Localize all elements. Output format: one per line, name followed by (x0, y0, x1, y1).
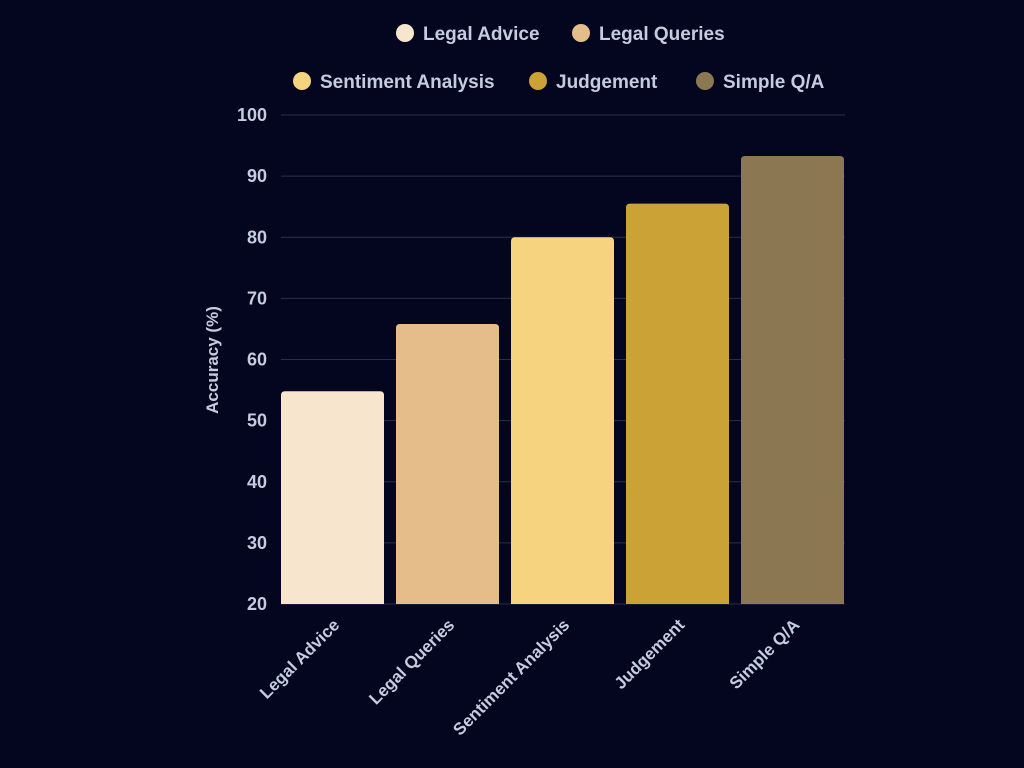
legend-label: Judgement (556, 72, 658, 93)
legend-item-legal-queries: Legal Queries (572, 24, 725, 45)
y-tick-label: 90 (247, 166, 267, 186)
y-axis: 20 30 40 50 60 70 80 90 100 (237, 105, 267, 614)
legend-item-legal-advice: Legal Advice (396, 24, 540, 45)
y-tick-label: 20 (247, 594, 267, 614)
y-tick-label: 70 (247, 288, 267, 308)
legend-item-sentiment-analysis: Sentiment Analysis (293, 72, 495, 93)
legend-swatch (572, 24, 590, 42)
legend-swatch (293, 72, 311, 90)
y-tick-label: 80 (247, 227, 267, 247)
legend-label: Legal Queries (599, 24, 725, 45)
bar-sentiment-analysis (511, 237, 614, 604)
bar-legal-queries (396, 324, 499, 604)
legend-label: Sentiment Analysis (320, 72, 495, 93)
x-tick-label: Simple Q/A (726, 615, 804, 693)
bar-simple-q-a (741, 155, 844, 605)
legend-item-judgement: Judgement (529, 72, 658, 93)
x-tick-label: Legal Queries (365, 615, 458, 708)
legend-swatch (696, 72, 714, 90)
bars (281, 155, 844, 605)
legend-swatch (396, 24, 414, 42)
y-tick-label: 50 (247, 411, 267, 431)
x-tick-label: Legal Advice (256, 615, 343, 702)
legend-swatch (529, 72, 547, 90)
legend-item-simple-q-a: Simple Q/A (696, 72, 825, 93)
x-tick-label: Judgement (611, 615, 689, 693)
legend: Legal Advice Legal Queries Sentiment Analy… (293, 24, 825, 93)
legend-label: Simple Q/A (723, 72, 825, 93)
legend-label: Legal Advice (423, 24, 540, 45)
y-tick-label: 40 (247, 472, 267, 492)
y-tick-label: 30 (247, 533, 267, 553)
bar-legal-advice (281, 391, 384, 604)
y-axis-title: Accuracy (%) (203, 306, 222, 414)
bar-judgement (626, 203, 729, 604)
y-tick-label: 100 (237, 105, 267, 125)
y-tick-label: 60 (247, 350, 267, 370)
x-tick-label: Sentiment Analysis (449, 615, 573, 739)
